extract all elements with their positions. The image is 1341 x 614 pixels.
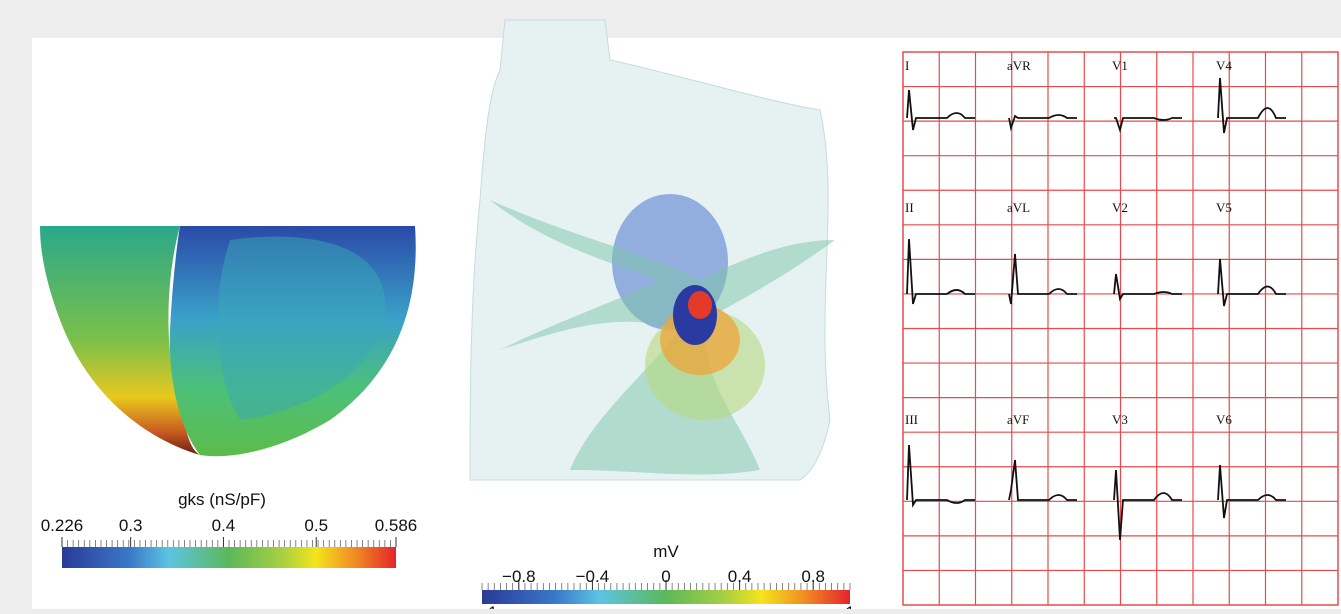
lead-label: I [905, 58, 909, 73]
tick-label: 0.4 [728, 567, 752, 586]
tick-label: 0.5 [304, 516, 328, 535]
range-label: –1 [479, 603, 498, 609]
lead-label: V5 [1216, 200, 1232, 215]
lead-label: V3 [1112, 412, 1128, 427]
lead-label: V6 [1216, 412, 1232, 427]
lead-label: II [905, 200, 914, 215]
ecg-trace [906, 444, 975, 508]
tick-label: 0.3 [119, 516, 143, 535]
ecg-trace [1113, 273, 1182, 302]
ecg-trace [1008, 114, 1077, 132]
ecg-trace [1113, 469, 1182, 541]
tick-label: 0.4 [212, 516, 236, 535]
lead-label: aVL [1007, 200, 1030, 215]
heart-model [40, 226, 416, 457]
lead-label: aVR [1007, 58, 1031, 73]
torso-model [469, 19, 835, 481]
tick-label: 0.586 [375, 516, 418, 535]
ecg-trace [906, 238, 975, 305]
lead-label: aVF [1007, 412, 1029, 427]
tick-label: 0.226 [41, 516, 84, 535]
tick-label: 0 [661, 567, 670, 586]
tick-label: −0.4 [576, 567, 610, 586]
tick-label: 0.8 [801, 567, 825, 586]
lead-label: V1 [1112, 58, 1128, 73]
lead-label: V4 [1216, 58, 1232, 73]
ecg-trace [1217, 464, 1286, 519]
ecg-trace [1114, 117, 1182, 134]
tick-label: −0.8 [502, 567, 536, 586]
colorbar [62, 547, 396, 568]
lead-label: V2 [1112, 200, 1128, 215]
range-label: 1 [845, 603, 854, 609]
colorbar-title: mV [653, 542, 679, 561]
ecg-trace [1217, 258, 1286, 307]
lead-label: III [905, 412, 918, 427]
ecg-trace [1217, 77, 1286, 134]
ecg-trace [1008, 459, 1077, 501]
ecg-trace [1008, 253, 1077, 305]
ecg-trace [906, 89, 975, 131]
colorbar-title: gks (nS/pF) [178, 490, 266, 509]
colorbar [482, 590, 850, 604]
